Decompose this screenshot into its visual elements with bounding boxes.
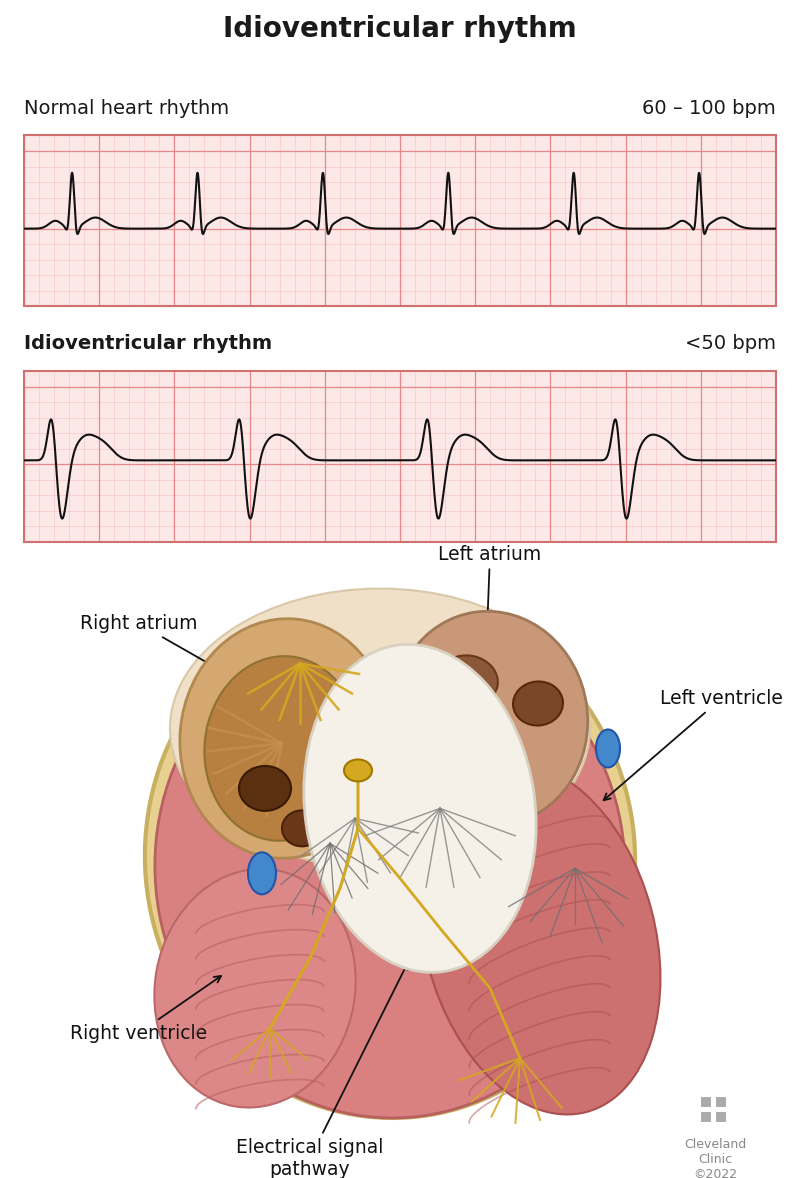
Ellipse shape <box>392 611 588 826</box>
Ellipse shape <box>204 656 360 841</box>
Text: Left atrium: Left atrium <box>438 544 542 679</box>
Ellipse shape <box>344 760 372 781</box>
Text: Normal heart rhythm: Normal heart rhythm <box>24 99 229 118</box>
Text: Cleveland
Clinic
©2022: Cleveland Clinic ©2022 <box>684 1138 746 1178</box>
Text: Right ventricle: Right ventricle <box>70 975 221 1043</box>
FancyBboxPatch shape <box>715 1111 727 1123</box>
Text: 60 – 100 bpm: 60 – 100 bpm <box>642 99 776 118</box>
Ellipse shape <box>154 869 356 1107</box>
FancyBboxPatch shape <box>715 1096 727 1108</box>
Text: Electrical signal
pathway: Electrical signal pathway <box>236 962 408 1178</box>
Ellipse shape <box>596 729 620 767</box>
Text: Idioventricular rhythm: Idioventricular rhythm <box>223 15 577 44</box>
Ellipse shape <box>513 682 563 726</box>
Ellipse shape <box>282 810 322 846</box>
Ellipse shape <box>248 853 276 894</box>
Text: <50 bpm: <50 bpm <box>685 335 776 353</box>
Ellipse shape <box>419 762 661 1114</box>
Text: Left ventricle: Left ventricle <box>604 689 783 800</box>
FancyBboxPatch shape <box>700 1111 712 1123</box>
Ellipse shape <box>304 644 536 972</box>
Ellipse shape <box>145 598 635 1118</box>
Ellipse shape <box>180 618 390 859</box>
Text: Right atrium: Right atrium <box>80 614 266 696</box>
FancyBboxPatch shape <box>700 1096 712 1108</box>
Ellipse shape <box>155 618 625 1118</box>
Ellipse shape <box>170 589 590 868</box>
Ellipse shape <box>239 766 291 810</box>
Text: Idioventricular rhythm: Idioventricular rhythm <box>24 335 272 353</box>
Ellipse shape <box>438 655 498 706</box>
